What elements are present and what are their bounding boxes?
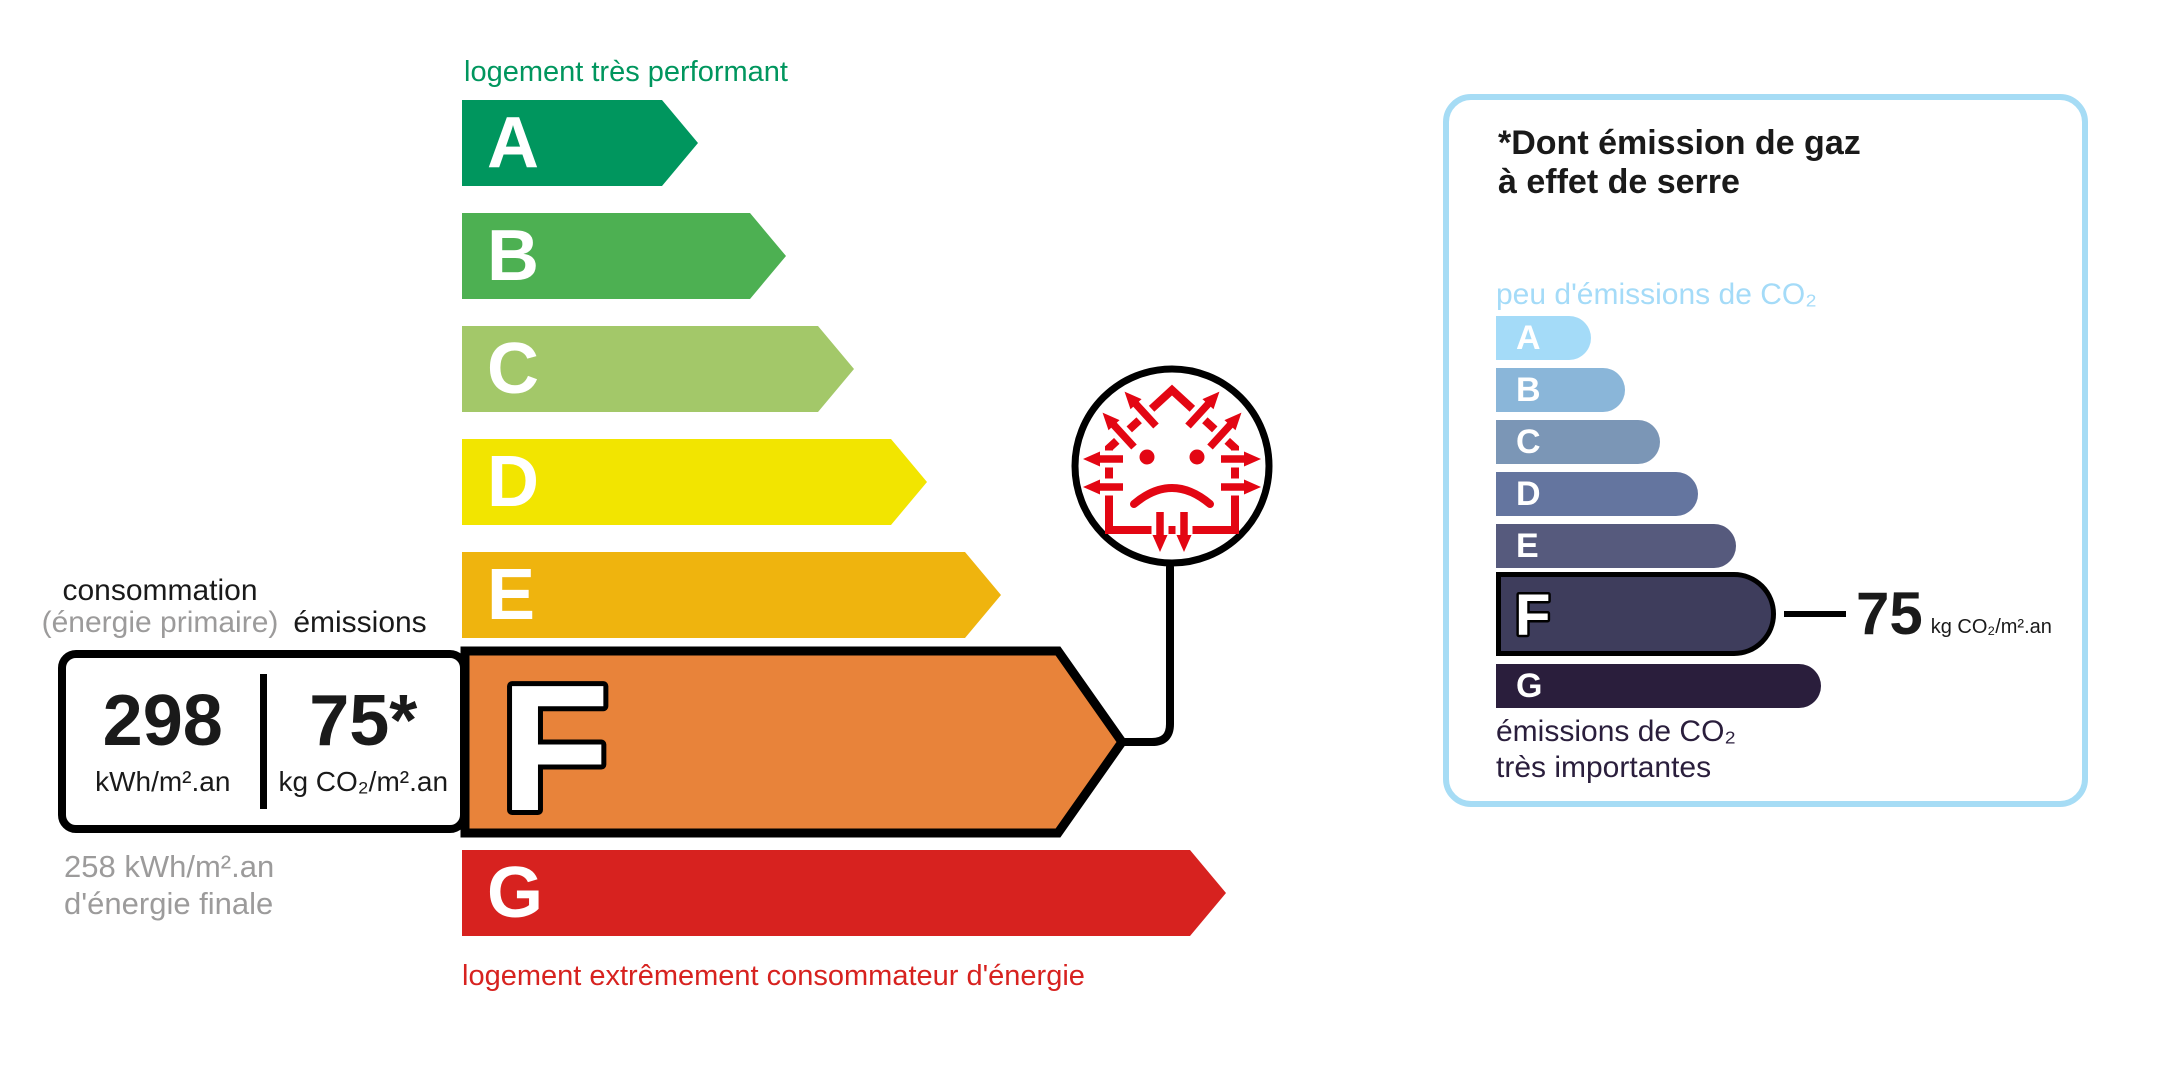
consumption-cell: 298 kWh/m².an [66, 658, 260, 825]
co2-class-letter-B: B [1516, 371, 1541, 409]
sad-house-heat-loss-icon [1071, 365, 1273, 567]
emissions-label: émissions [293, 606, 427, 639]
energy-scale-bottom-label: logement extrêmement consommateur d'éner… [462, 960, 1085, 992]
co2-bar-F: F [1496, 572, 1776, 656]
right-eye [1189, 449, 1205, 465]
consumption-unit: kWh/m².an [95, 766, 231, 797]
co2-value-callout: 75 kg CO₂/m².an [1784, 572, 2052, 656]
co2-callout-unit: kg CO₂/m².an [1930, 615, 2052, 638]
energy-class-letter-C: C [487, 329, 539, 409]
co2-scale-bottom-label-line2: très importantes [1496, 751, 1712, 784]
callout-connector-line [1120, 563, 1174, 746]
co2-scale-bottom-label: émissions de CO₂ très importantes [1496, 714, 1736, 786]
co2-class-letter-F: F [1515, 583, 1550, 648]
heat-loss-arrows [1083, 391, 1261, 552]
co2-scale-top-label: peu d'émissions de CO₂ [1496, 278, 1817, 311]
energy-arrow-F: F [460, 644, 1128, 844]
co2-emissions-panel: *Dont émission de gaz à effet de serre p… [1443, 94, 2088, 807]
co2-scale-bottom-label-line1: émissions de CO₂ [1496, 715, 1737, 748]
energy-class-letter-A: A [487, 103, 539, 183]
co2-bar-C: C [1496, 420, 1660, 464]
box-divider [259, 674, 267, 809]
consumption-label: consommation [62, 574, 258, 607]
co2-class-letter-A: A [1516, 319, 1541, 357]
emissions-cell: 75* kg CO₂/m².an [267, 658, 461, 825]
co2-bar-E: E [1496, 524, 1736, 568]
co2-bar-A: A [1496, 316, 1591, 360]
emissions-unit: kg CO₂/m².an [278, 766, 449, 797]
consumption-sublabel: (énergie primaire) [41, 606, 279, 639]
energy-class-letter-B: B [487, 216, 539, 296]
energy-arrow-B: B [462, 213, 786, 299]
consumption-value: 298 [102, 681, 223, 761]
energy-arrow-D: D [462, 439, 927, 525]
energy-arrow-G: G [462, 850, 1226, 936]
co2-class-letter-D: D [1516, 475, 1541, 513]
energy-class-letter-D: D [487, 442, 539, 522]
energy-scale-top-label: logement très performant [464, 56, 788, 88]
co2-bar-B: B [1496, 368, 1625, 412]
energy-class-letter-E: E [487, 555, 536, 635]
co2-callout-value: 75 [1856, 580, 1923, 647]
co2-panel-title-line1: *Dont émission de gaz [1498, 124, 1861, 162]
energy-arrow-C: C [462, 326, 854, 412]
final-energy-note-line2: d'énergie finale [64, 886, 274, 921]
co2-class-letter-G: G [1516, 667, 1543, 705]
energy-class-letter-G: G [487, 853, 544, 933]
left-eye [1139, 449, 1155, 465]
energy-arrow-E: E [462, 552, 1001, 638]
co2-class-letter-E: E [1516, 527, 1539, 565]
final-energy-note: 258 kWh/m².an d'énergie finale [64, 848, 274, 922]
icon-circle [1071, 365, 1273, 567]
consumption-value-box: 298 kWh/m².an 75* kg CO₂/m².an [58, 650, 468, 833]
sad-mouth [1130, 484, 1214, 508]
co2-class-letter-C: C [1516, 423, 1541, 461]
energy-class-letter-F: F [500, 648, 610, 844]
co2-bar-G: G [1496, 664, 1821, 708]
callout-dash [1784, 611, 1846, 617]
co2-bar-D: D [1496, 472, 1698, 516]
co2-panel-title-line2: à effet de serre [1498, 163, 1740, 201]
energy-arrow-A: A [462, 100, 698, 186]
final-energy-note-line1: 258 kWh/m².an [64, 849, 275, 884]
emissions-value: 75* [309, 681, 418, 761]
